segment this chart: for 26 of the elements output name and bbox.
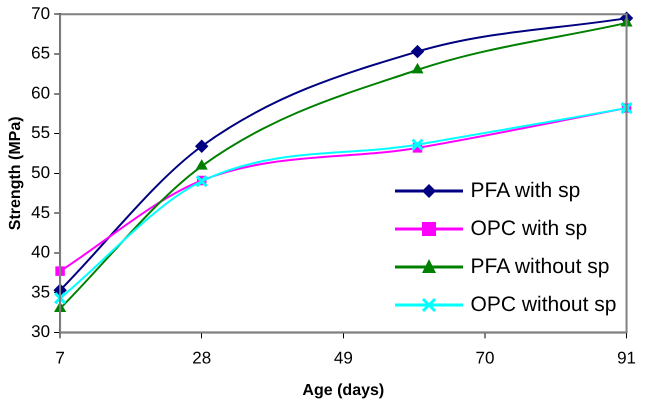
legend-label: OPC without sp [470, 292, 616, 318]
point [195, 140, 208, 153]
x-tick-label: 7 [55, 348, 65, 368]
x-axis-title: Age (days) [302, 382, 384, 399]
y-tick-label: 60 [31, 83, 50, 102]
y-tick-label: 40 [31, 242, 50, 262]
legend-label: OPC with sp [470, 216, 588, 242]
y-tick-label: 50 [31, 162, 50, 182]
point [411, 45, 424, 58]
legend-label: PFA with sp [470, 178, 580, 204]
legend-label: PFA without sp [470, 254, 610, 280]
y-tick-label: 35 [31, 282, 50, 302]
y-tick-label: 70 [31, 4, 50, 23]
y-axis-title: Strength (MPa) [7, 116, 24, 230]
y-tick-label: 65 [31, 44, 50, 63]
x-tick-label: 91 [617, 348, 636, 368]
x-tick-label: 70 [475, 348, 494, 368]
x-tick-label: 49 [334, 348, 353, 368]
point [195, 174, 208, 188]
y-tick-label: 30 [31, 322, 50, 342]
point [411, 138, 424, 152]
y-tick-label: 45 [31, 202, 50, 222]
x-tick-label: 28 [192, 348, 212, 368]
point [196, 160, 208, 170]
y-tick-label: 55 [31, 123, 50, 142]
point [54, 292, 67, 305]
